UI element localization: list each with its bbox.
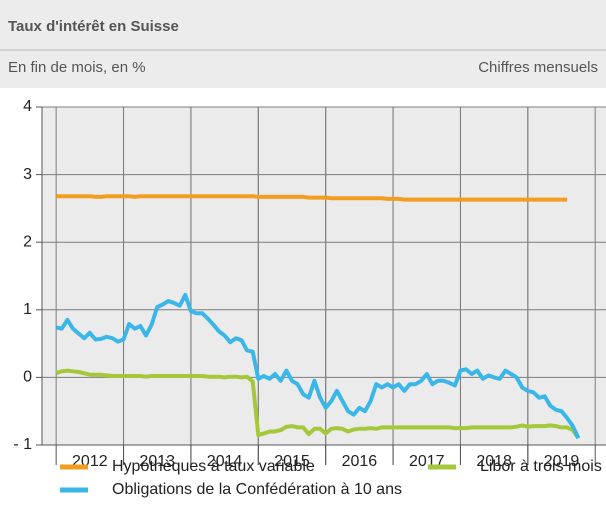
y-tick-label: 1 [23,301,32,318]
y-tick-label: 2 [23,233,32,250]
header-background [0,0,606,88]
y-tick-label: 0 [23,369,32,386]
chart-subtitle: En fin de mois, en % [8,59,146,76]
y-tick-label: 3 [23,166,32,183]
legend-label: Obligations de la Confédération à 10 ans [112,481,402,498]
series-line [55,292,581,440]
chart-title: Taux d'intérêt en Suisse [8,18,179,35]
x-tick-label: 2018 [476,453,512,470]
legend-label: Libor à trois mois [480,458,602,475]
x-tick-label: 2015 [274,453,310,470]
series-line [56,194,568,202]
x-tick-label: 2019 [544,453,580,470]
x-tick-label: 2013 [139,453,175,470]
y-tick-label: - 1 [13,436,32,453]
series-line [55,368,581,440]
chart-note: Chiffres mensuels [478,59,598,76]
x-tick-label: 2014 [207,453,243,470]
legend-label: Hypothèques à taux variable [112,458,315,475]
x-tick-label: 2016 [342,453,378,470]
y-tick-label: 4 [23,98,32,115]
plot-background [42,107,606,445]
